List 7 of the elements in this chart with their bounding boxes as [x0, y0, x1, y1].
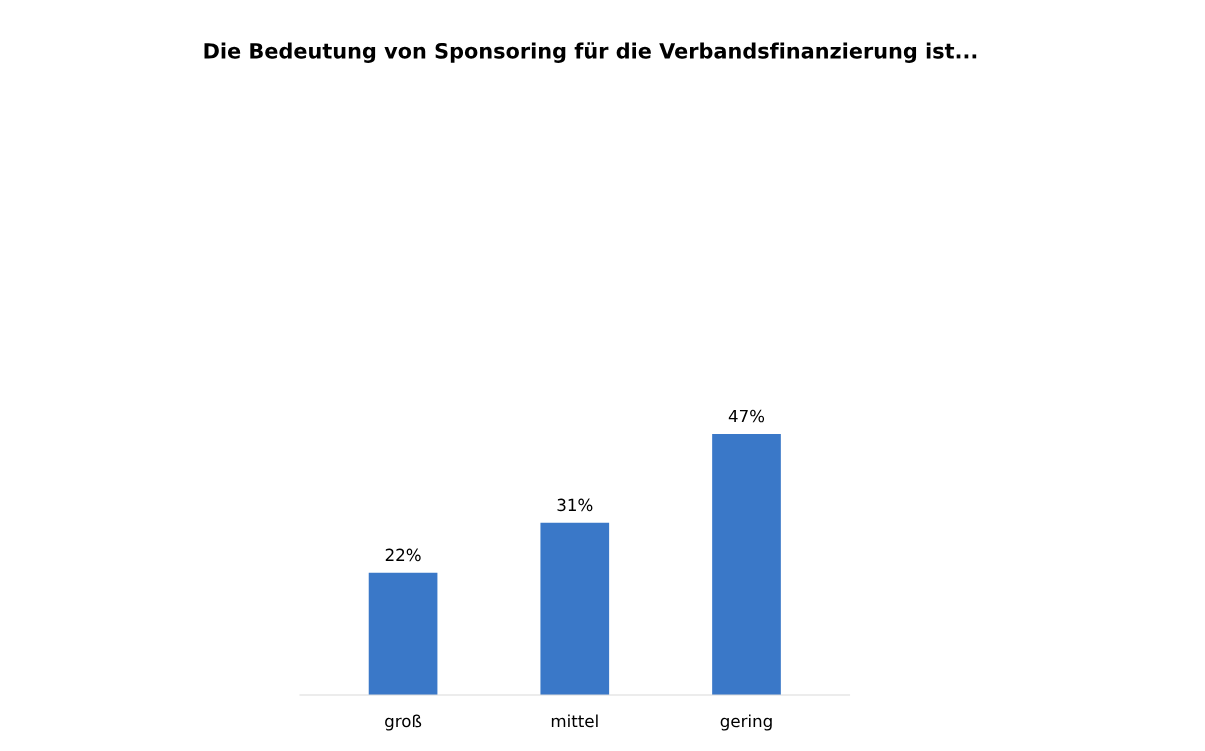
x-tick-label: mittel [551, 714, 598, 728]
chart-title: Die Bedeutung von Sponsoring für die Verbandsfinanzierung ist... [204, 42, 977, 63]
data-label: 47% [728, 409, 765, 423]
data-label: 22% [385, 548, 421, 562]
data-label: 31% [557, 498, 593, 512]
x-tick-label: gering [720, 714, 772, 731]
x-tick-label: groß [385, 714, 422, 731]
